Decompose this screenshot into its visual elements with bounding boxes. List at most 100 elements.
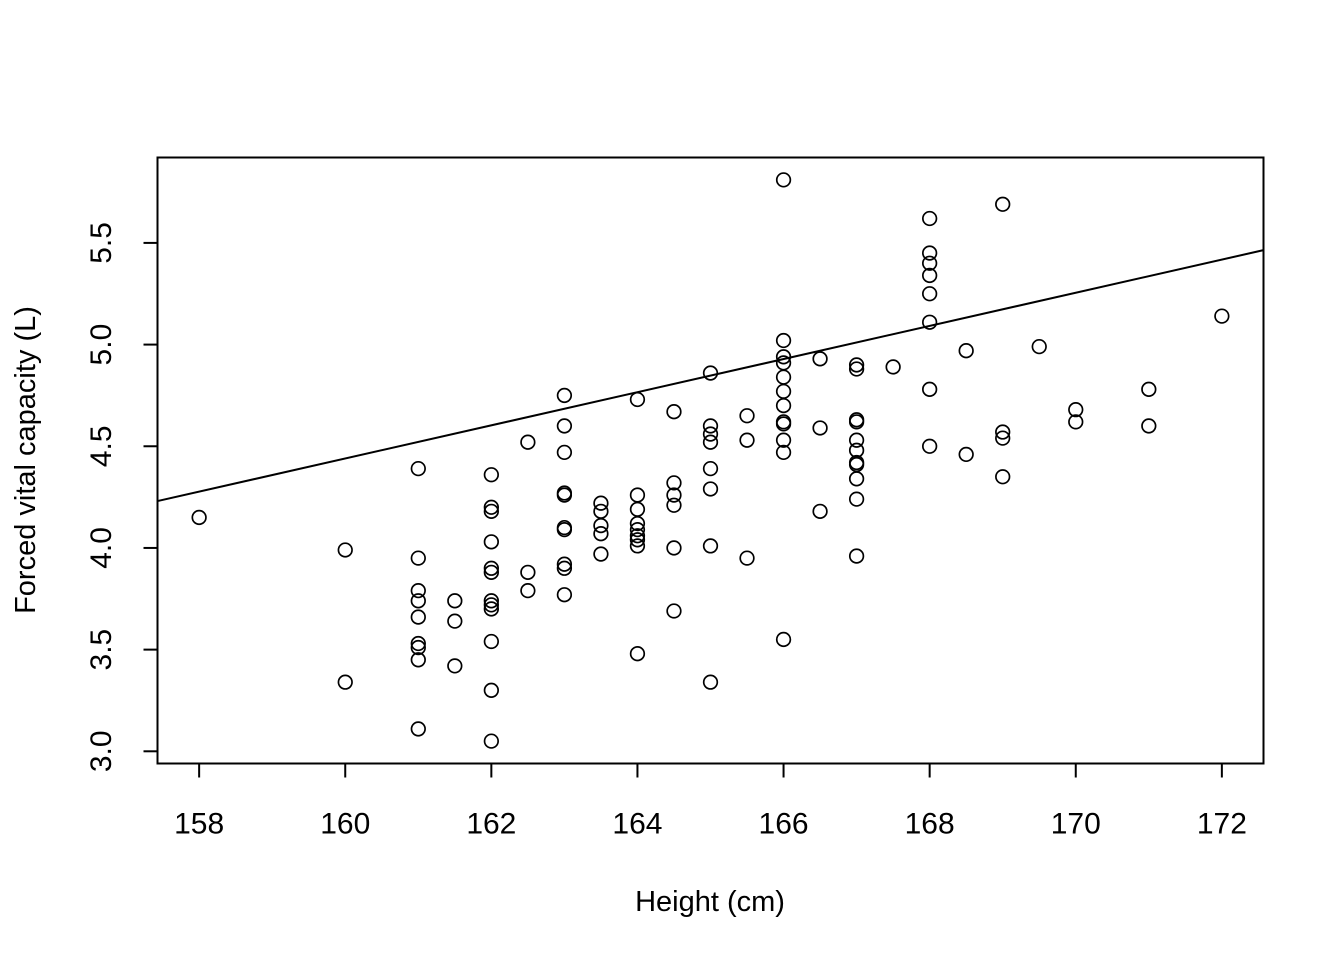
data-point <box>629 528 646 544</box>
data-point <box>337 674 353 690</box>
data-point <box>483 601 499 617</box>
data-point <box>775 383 792 400</box>
x-tick-label: 168 <box>905 808 955 841</box>
data-point <box>739 408 755 424</box>
data-point <box>666 540 682 556</box>
x-tick-label: 164 <box>612 808 662 841</box>
data-point <box>702 365 719 381</box>
data-point <box>483 534 499 550</box>
data-point <box>593 546 609 562</box>
data-point <box>922 438 938 454</box>
data-point <box>520 434 536 450</box>
y-axis: 3.0 3.5 4.0 4.5 5.0 5.5 <box>85 222 159 772</box>
data-point <box>1214 308 1230 324</box>
plot-frame <box>156 156 1265 765</box>
data-point <box>483 682 499 698</box>
data-point <box>556 587 573 603</box>
data-point <box>1068 414 1084 430</box>
data-point <box>666 404 682 420</box>
data-point <box>739 432 755 448</box>
data-point <box>666 497 682 513</box>
data-point <box>483 593 499 609</box>
data-point <box>775 631 792 648</box>
regression-line-group <box>157 249 1264 503</box>
data-point <box>1031 338 1047 355</box>
data-point <box>922 255 938 271</box>
y-tick-label: 4.0 <box>85 527 118 569</box>
data-point <box>848 361 865 377</box>
x-tick-label: 172 <box>1197 808 1247 841</box>
data-point <box>410 652 426 668</box>
data-point <box>593 503 609 519</box>
data-point <box>848 414 865 430</box>
data-point <box>775 432 792 448</box>
data-point <box>666 603 682 619</box>
data-point <box>410 609 426 625</box>
data-point <box>702 538 719 554</box>
data-point <box>922 210 938 227</box>
data-point <box>593 526 609 542</box>
data-point <box>958 446 974 463</box>
data-point <box>410 593 426 609</box>
data-point <box>556 444 573 461</box>
y-tick-label: 3.0 <box>85 730 118 772</box>
x-tick-label: 166 <box>759 808 809 841</box>
x-tick-label: 158 <box>174 808 224 841</box>
y-tick-label: 3.5 <box>85 629 118 671</box>
data-point <box>775 349 792 365</box>
data-point <box>775 332 792 349</box>
data-point <box>995 196 1011 212</box>
data-point <box>483 733 499 749</box>
data-point <box>666 475 682 491</box>
data-point <box>812 503 828 519</box>
data-point <box>922 314 938 330</box>
data-point <box>520 564 536 580</box>
data-point <box>1141 418 1157 434</box>
data-point <box>483 560 499 576</box>
data-point <box>191 509 207 526</box>
data-point <box>995 424 1011 440</box>
data-point <box>958 343 974 359</box>
data-point <box>848 357 865 373</box>
data-point <box>848 471 865 487</box>
data-point <box>593 517 609 534</box>
x-tick-label: 160 <box>320 808 370 841</box>
data-point <box>848 548 865 564</box>
data-point <box>922 286 938 302</box>
y-axis-title: Forced vital capacity (L) <box>10 306 42 614</box>
data-point <box>483 597 499 613</box>
data-point <box>556 387 573 404</box>
data-point <box>447 613 463 629</box>
data-point <box>848 432 865 448</box>
data-point <box>629 532 646 548</box>
data-point <box>410 582 426 599</box>
y-tick-label: 4.5 <box>85 425 118 467</box>
data-point <box>556 418 573 434</box>
data-point <box>556 487 573 503</box>
regression-line <box>157 249 1264 503</box>
data-point <box>483 467 499 483</box>
data-point <box>922 245 938 261</box>
x-axis: 158 160 162 164 166 168 170 172 <box>174 762 1247 841</box>
data-point <box>447 593 463 609</box>
data-point <box>483 633 499 650</box>
data-point <box>556 560 573 576</box>
data-point <box>922 381 938 397</box>
data-point <box>629 515 646 532</box>
data-point <box>629 646 646 662</box>
data-point <box>922 267 938 284</box>
x-tick-label: 170 <box>1051 808 1101 841</box>
data-point <box>520 582 536 599</box>
data-point <box>483 503 499 519</box>
data-point <box>702 481 719 497</box>
data-point <box>629 487 646 503</box>
data-point <box>1141 381 1157 397</box>
data-point <box>702 418 719 434</box>
x-axis-title: Height (cm) <box>635 886 785 918</box>
data-point <box>410 639 426 656</box>
data-point <box>995 469 1011 485</box>
data-point <box>739 550 755 566</box>
data-point <box>812 420 828 436</box>
data-point <box>666 487 682 503</box>
data-point <box>337 542 353 558</box>
